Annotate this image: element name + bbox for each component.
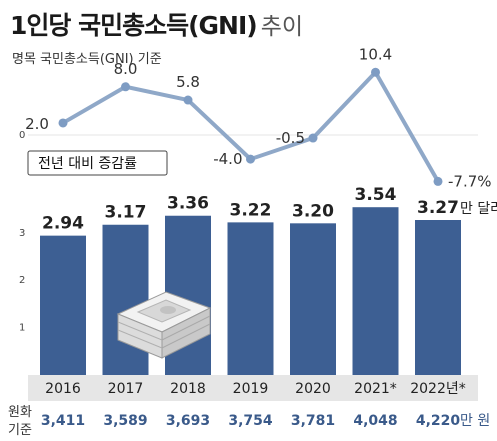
growth-label-0: 2.0 — [25, 115, 49, 133]
growth-point-0 — [58, 118, 68, 128]
year-label-0: 2016 — [45, 381, 81, 397]
year-axis-band — [28, 375, 478, 401]
bar-5 — [352, 207, 399, 375]
bar-y-tick-0: 1 — [19, 323, 25, 334]
krw-value-0: 3,411 — [41, 413, 85, 429]
growth-label-6: -7.7% — [448, 172, 492, 190]
growth-legend-label: 전년 대비 증감률 — [38, 156, 137, 172]
krw-side-label-1: 원화 — [8, 405, 32, 420]
bar-label-5: 3.54 — [355, 185, 397, 205]
growth-labels: 2.0 8.0 5.8 -4.0 -0.5 10.4 -7.7% — [25, 45, 491, 190]
bar-unit-label: 만 달러 — [460, 201, 497, 217]
chart-subtitle: 명목 국민총소득(GNI) 기준 — [12, 52, 162, 67]
krw-value-5: 4,048 — [353, 413, 397, 429]
krw-value-6: 4,220 — [416, 413, 461, 429]
growth-label-4: -0.5 — [276, 129, 305, 147]
bar-1 — [102, 224, 149, 375]
chart-title-suffix: 추이 — [260, 14, 304, 40]
growth-label-1: 8.0 — [114, 60, 138, 78]
bar-3 — [227, 222, 274, 375]
growth-point-1 — [121, 82, 130, 92]
growth-point-6 — [433, 176, 443, 186]
chart-title: 1인당 국민총소득(GNI) — [10, 11, 258, 40]
growth-label-3: -4.0 — [213, 150, 242, 168]
growth-point-5 — [371, 67, 380, 77]
bar-labels: 2.94 3.17 3.36 3.22 3.20 3.54 3.27 — [42, 185, 459, 233]
year-label-5: 2021* — [354, 381, 397, 397]
year-labels: 2016 2017 2018 2019 2020 2021* 2022년* — [45, 381, 466, 397]
year-label-2: 2018 — [170, 381, 206, 397]
growth-label-5: 10.4 — [359, 45, 392, 63]
growth-label-2: 5.8 — [176, 73, 200, 91]
bar-label-0: 2.94 — [42, 214, 84, 234]
krw-value-2: 3,693 — [166, 413, 210, 429]
year-label-6: 2022년* — [410, 381, 466, 397]
bar-6 — [415, 220, 461, 375]
bars — [40, 207, 461, 375]
year-label-3: 2019 — [233, 381, 269, 397]
bar-0 — [40, 235, 86, 375]
year-label-4: 2020 — [295, 381, 331, 397]
krw-value-1: 3,589 — [103, 413, 147, 429]
krw-unit-label: 만 원 — [460, 413, 490, 429]
bar-label-2: 3.36 — [167, 194, 209, 214]
bar-4 — [290, 223, 336, 375]
title: 1인당 국민총소득(GNI) 추이 — [10, 6, 303, 42]
line-y-tick-0: 0 — [19, 130, 25, 141]
year-label-1: 2017 — [108, 381, 144, 397]
growth-legend-box — [27, 150, 168, 176]
banknote-stack-icon — [116, 291, 212, 359]
bar-label-6: 3.27 — [417, 198, 459, 218]
krw-value-4: 3,781 — [291, 413, 335, 429]
line-chart: 0 2.0 8.0 5.8 -4.0 -0.5 10.4 -7.7% — [19, 45, 492, 190]
growth-point-4 — [308, 133, 318, 143]
growth-point-3 — [246, 154, 255, 164]
bar-label-3: 3.22 — [230, 200, 272, 220]
bar-label-1: 3.17 — [105, 203, 147, 223]
bar-chart: 1 2 3 2.94 3.17 3.36 3.22 3.20 3.54 3.27 만 달러 — [19, 185, 497, 375]
bar-y-tick-1: 2 — [19, 275, 25, 286]
bar-y-tick-2: 3 — [19, 228, 25, 239]
growth-points — [58, 67, 443, 186]
growth-legend: 전년 대비 증감률 — [27, 150, 168, 176]
bar-y-ticks: 1 2 3 — [19, 228, 25, 334]
krw-values: 3,411 3,589 3,693 3,754 3,781 4,048 4,220 — [41, 413, 461, 429]
bar-label-4: 3.20 — [292, 201, 334, 221]
growth-point-2 — [183, 95, 193, 105]
krw-value-3: 3,754 — [228, 413, 273, 429]
krw-side-label-2: 기준 — [8, 423, 32, 438]
